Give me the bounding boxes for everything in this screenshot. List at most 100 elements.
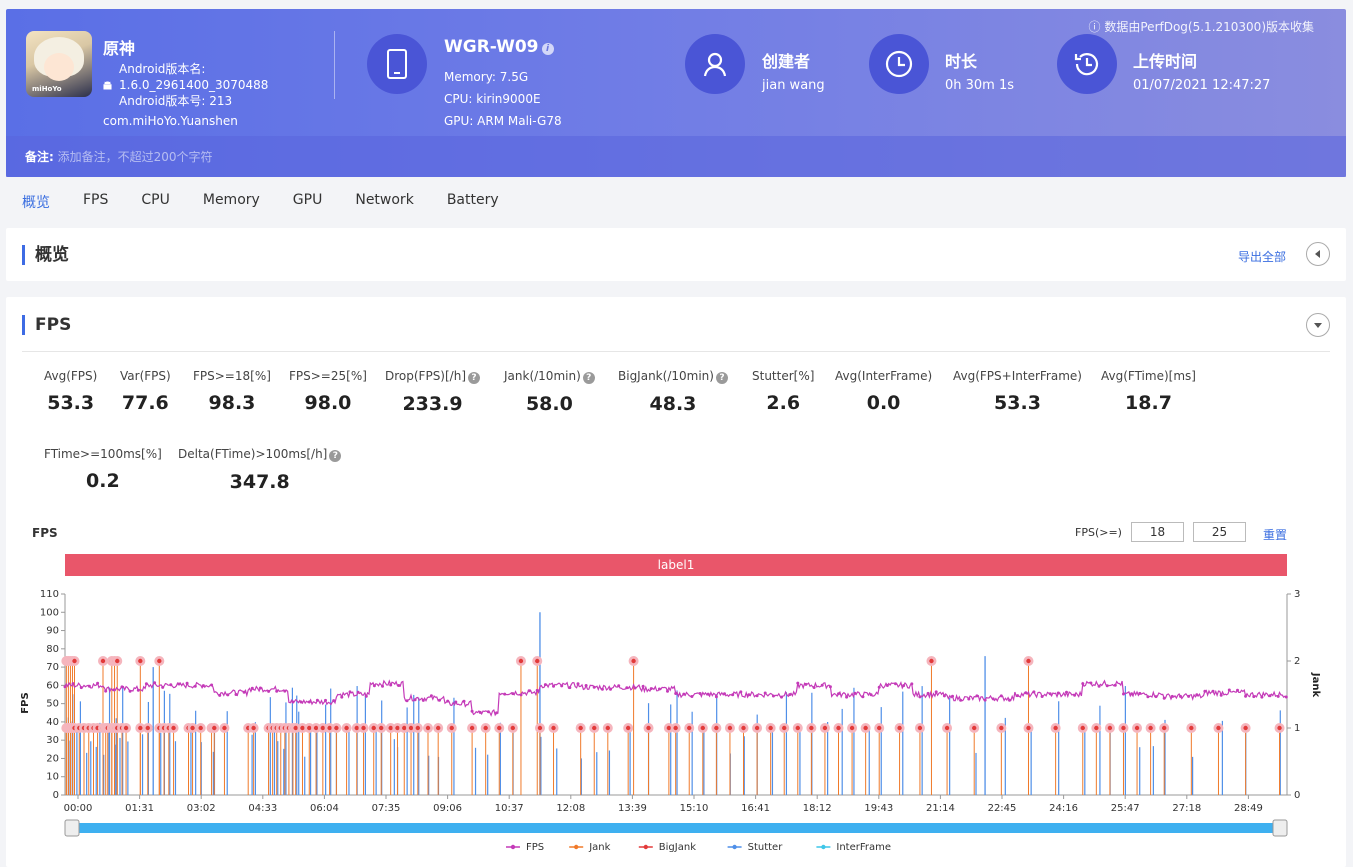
jank-marker [999, 725, 1004, 731]
jank-marker [551, 725, 556, 731]
tab-memory[interactable]: Memory [202, 192, 260, 208]
jank-marker [917, 725, 923, 731]
fps-point [250, 686, 254, 690]
fps-point [462, 699, 466, 703]
fps-point [1097, 684, 1101, 688]
metric-0: Avg(FPS) 53.3 [44, 369, 97, 414]
fps-point [1227, 688, 1231, 692]
metric-value: 233.9 [402, 393, 463, 415]
y-tick-label: 40 [46, 717, 59, 728]
jank-marker [673, 725, 678, 731]
fps-point [1219, 693, 1223, 697]
jank-marker [822, 725, 828, 731]
fps-point [894, 682, 897, 686]
metric-label: Avg(FPS+InterFrame) [953, 369, 1082, 383]
metric-7: Stutter[%] 2.6 [752, 369, 814, 414]
fps-point [625, 686, 629, 690]
help-icon[interactable]: ? [329, 450, 342, 462]
metric-value: 53.3 [994, 392, 1041, 414]
metric-label: Drop(FPS)[/h]? [385, 369, 480, 384]
fps-point [747, 693, 751, 697]
fps-point [592, 685, 596, 689]
bigjank-marker [518, 658, 524, 664]
y-tick-label: 0 [53, 790, 59, 801]
fps-point [1040, 695, 1044, 698]
x-tick-label: 25:47 [1111, 803, 1140, 814]
info-icon[interactable]: i [541, 43, 554, 55]
jank-marker [972, 725, 977, 731]
fps-point [568, 686, 572, 690]
jank-marker [1121, 725, 1126, 731]
fps-point [877, 685, 881, 689]
fps-point [600, 687, 604, 691]
bigjank-marker [1026, 658, 1031, 664]
fps-point [942, 694, 946, 698]
fps-point [413, 698, 417, 702]
fps-point [861, 695, 865, 699]
jank-marker [714, 725, 719, 731]
device-memory: Memory: 7.5G [444, 70, 529, 84]
help-icon[interactable]: ? [582, 372, 595, 384]
fps-point [348, 690, 352, 694]
fps-point [975, 694, 979, 698]
perfdog-note-text: 数据由PerfDog(5.1.210300)版本收集 [1104, 20, 1314, 34]
device-cpu: CPU: kirin9000E [444, 92, 541, 106]
fps-chart[interactable]: 0 10 20 30 40 50 60 70 80 90 100 110 0 1 2 3 FPS Jank 00:0… [6, 585, 1346, 860]
fps-threshold-input-1[interactable]: 18 [1131, 522, 1184, 542]
y-axis-label: FPS [20, 692, 31, 713]
caret-left-icon [1315, 250, 1320, 258]
y2-tick-label: 0 [1294, 790, 1300, 801]
note-input[interactable]: 添加备注，不超过200个字符 [57, 150, 213, 164]
tab-overview[interactable]: 概览 [22, 195, 50, 211]
metric-label: Jank(/10min)? [504, 369, 595, 384]
metric-label: Avg(InterFrame) [835, 369, 933, 383]
fps-point [576, 682, 580, 686]
fps-point [389, 683, 393, 687]
help-icon[interactable]: ? [468, 372, 480, 384]
tab-fps[interactable]: FPS [83, 192, 109, 208]
tab-battery[interactable]: Battery [446, 192, 499, 208]
jank-marker [425, 725, 431, 731]
y-tick-label: 50 [46, 699, 59, 710]
metric-value: 98.3 [208, 392, 256, 414]
fps-point [1154, 695, 1158, 699]
tab-gpu[interactable]: GPU [292, 192, 323, 208]
jank-marker [469, 725, 475, 731]
metric-label: Var(FPS) [120, 369, 171, 383]
tab-cpu[interactable]: CPU [141, 192, 170, 208]
tab-network[interactable]: Network [355, 192, 414, 208]
label-bar[interactable]: label1 [65, 554, 1287, 576]
fps-point [617, 684, 621, 688]
metric-label: FTime>=100ms[%] [44, 447, 162, 461]
jank-marker [171, 725, 176, 731]
fps-point [226, 693, 230, 697]
y2-tick-label: 2 [1294, 656, 1300, 667]
jank-marker [944, 725, 950, 731]
x-tick-label: 24:16 [1049, 803, 1078, 814]
fps-threshold-input-2[interactable]: 25 [1193, 522, 1246, 542]
jank-marker [897, 725, 902, 731]
help-icon[interactable]: ? [715, 372, 728, 384]
x-tick-label: 22:45 [988, 803, 1017, 814]
fps-point [267, 689, 271, 693]
x-tick-label: 04:33 [248, 803, 277, 814]
jank-marker [145, 725, 150, 731]
reset-link[interactable]: 重置 [1263, 528, 1288, 542]
section-tabs: 概览 FPS CPU Memory GPU Network Battery [22, 192, 532, 212]
fps-filter-label: FPS(>=) [1075, 526, 1122, 539]
jank-marker [354, 725, 359, 731]
collapse-down-button[interactable] [1306, 313, 1330, 337]
fps-point [1170, 694, 1174, 698]
jank-marker [1216, 725, 1221, 731]
fps-point [869, 693, 873, 697]
jank-marker [795, 725, 800, 731]
time-range-slider [65, 823, 1287, 833]
fps-point [299, 700, 303, 704]
slider-handle-right [1272, 819, 1288, 837]
y2-axis-label: Jank [1310, 672, 1321, 698]
fps-point [234, 693, 238, 696]
export-all-link[interactable]: 导出全部 [1237, 250, 1286, 264]
note-bar[interactable]: 备注: 添加备注，不超过200个字符 [6, 136, 1346, 177]
fps-point [364, 694, 368, 698]
collapse-left-button[interactable] [1306, 242, 1330, 266]
